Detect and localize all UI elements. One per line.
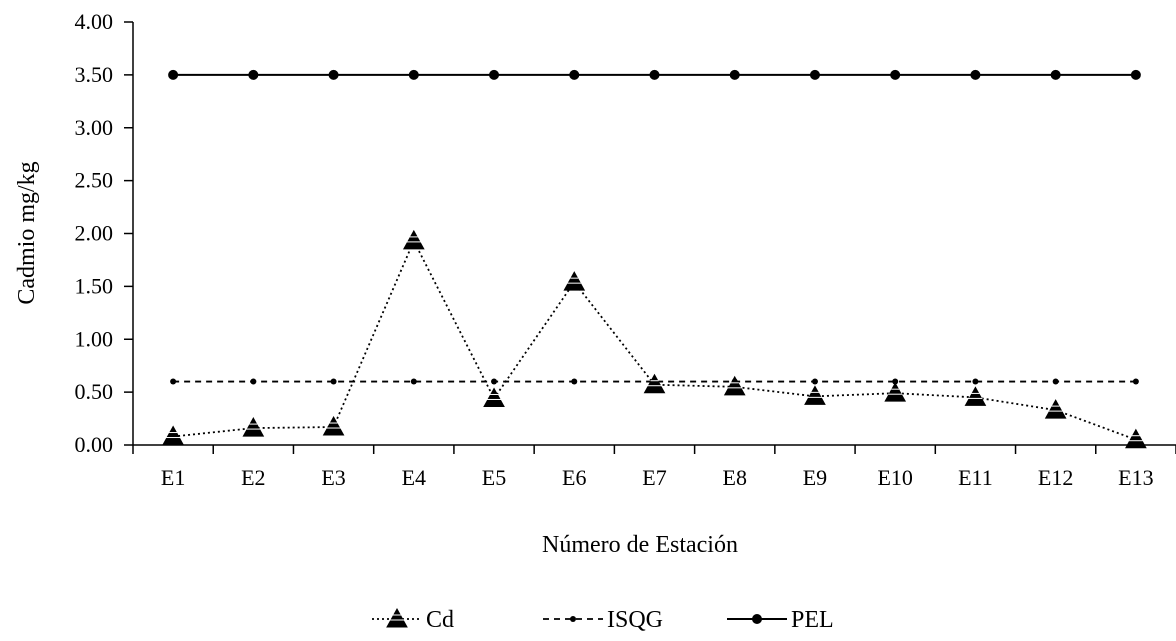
x-tick-label: E7	[642, 465, 666, 490]
data-point-cd	[563, 271, 586, 291]
x-axis-title: Número de Estación	[542, 532, 738, 558]
legend-label-cd: Cd	[426, 607, 454, 633]
data-point-pel	[1130, 69, 1141, 80]
x-tick-label: E8	[723, 465, 747, 490]
data-point-pel	[569, 69, 580, 80]
data-point-isqg	[491, 378, 498, 385]
legend-item-pel: PEL	[727, 607, 834, 633]
data-point-isqg	[250, 378, 257, 385]
data-point-cd	[643, 373, 666, 394]
x-tick-label: E6	[562, 465, 586, 490]
data-point-pel	[489, 69, 500, 80]
legend-marker-cd	[386, 607, 408, 628]
x-tick-label: E1	[161, 465, 185, 490]
data-point-cd	[804, 385, 826, 405]
data-point-cd	[242, 417, 265, 437]
x-tick-label: E3	[321, 465, 345, 490]
data-point-cd	[402, 229, 425, 250]
legend-marker-pel	[752, 614, 762, 624]
legend-item-cd: Cd	[372, 607, 454, 633]
x-tick-label: E10	[877, 465, 912, 490]
legend-item-isqg: ISQG	[543, 607, 663, 633]
data-point-isqg	[1052, 378, 1059, 385]
data-point-cd	[483, 387, 505, 407]
x-tick-label: E12	[1038, 465, 1073, 490]
y-tick-label: 4.00	[75, 9, 114, 34]
legend-marker-isqg	[570, 616, 576, 622]
data-point-cd	[723, 375, 746, 396]
data-point-cd	[964, 386, 987, 406]
y-tick-label: 1.00	[75, 326, 114, 351]
x-tick-label: E4	[402, 465, 426, 490]
data-point-pel	[168, 69, 179, 80]
series-line-cd	[173, 238, 1137, 441]
data-point-isqg	[170, 378, 177, 385]
data-point-isqg	[1132, 378, 1139, 385]
plot-area	[162, 69, 1147, 449]
x-tick-label: E9	[803, 465, 827, 490]
data-point-pel	[328, 69, 339, 80]
y-tick-label: 0.50	[75, 379, 114, 404]
data-point-isqg	[330, 378, 337, 385]
x-tick-label: E13	[1118, 465, 1153, 490]
data-point-pel	[649, 69, 660, 80]
y-tick-label: 1.50	[75, 273, 114, 298]
data-point-pel	[248, 69, 259, 80]
data-point-pel	[729, 69, 740, 80]
data-point-pel	[970, 69, 981, 80]
data-point-cd	[162, 425, 184, 446]
data-point-isqg	[972, 378, 979, 385]
data-point-cd	[322, 415, 345, 436]
x-tick-label: E2	[241, 465, 265, 490]
data-point-cd	[884, 382, 907, 402]
legend-label-pel: PEL	[791, 607, 834, 633]
legend-label-isqg: ISQG	[607, 607, 663, 633]
legend: Cd ISQG PEL	[372, 607, 834, 633]
y-tick-label: 0.00	[75, 432, 114, 457]
y-tick-label: 2.50	[75, 168, 114, 193]
data-point-pel	[890, 69, 901, 80]
data-point-isqg	[811, 378, 818, 385]
axes: 0.00 0.50 1.00 1.50 2.00 2.50 3.00 3.50 4.00 E1 E2…	[75, 9, 1176, 490]
data-point-isqg	[892, 378, 899, 385]
data-point-pel	[408, 69, 419, 80]
data-point-isqg	[571, 378, 578, 385]
data-point-cd	[1044, 399, 1067, 419]
data-point-isqg	[410, 378, 417, 385]
data-point-cd	[1125, 428, 1147, 449]
y-tick-label: 2.00	[75, 221, 114, 246]
y-tick-label: 3.00	[75, 115, 114, 140]
data-point-pel	[809, 69, 820, 80]
y-axis-title: Cadmio mg/kg	[14, 161, 40, 304]
x-tick-label: E11	[958, 465, 993, 490]
data-point-pel	[1050, 69, 1061, 80]
x-tick-label: E5	[482, 465, 506, 490]
y-tick-label: 3.50	[75, 62, 114, 87]
